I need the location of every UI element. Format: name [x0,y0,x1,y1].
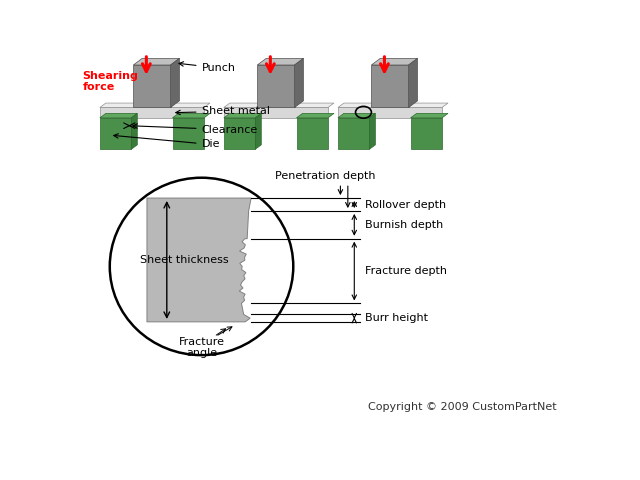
Polygon shape [371,59,417,65]
Text: Fracture depth: Fracture depth [365,266,447,276]
Polygon shape [255,113,261,149]
Polygon shape [411,113,448,118]
Polygon shape [170,59,179,108]
Polygon shape [133,59,179,65]
Polygon shape [294,59,303,108]
Polygon shape [131,113,138,149]
Polygon shape [100,113,138,118]
Polygon shape [100,108,204,118]
Polygon shape [296,113,334,118]
Polygon shape [224,103,334,108]
Text: Shearing
force: Shearing force [83,71,138,92]
Text: Copyright © 2009 CustomPartNet: Copyright © 2009 CustomPartNet [367,402,556,412]
Polygon shape [224,108,328,118]
Text: Clearance: Clearance [133,124,258,135]
Polygon shape [369,113,376,149]
Polygon shape [173,118,204,149]
Polygon shape [408,59,417,108]
Polygon shape [257,65,294,108]
Polygon shape [338,118,369,149]
Text: Rollover depth: Rollover depth [365,200,446,209]
Polygon shape [100,118,131,149]
Text: Sheet thickness: Sheet thickness [140,255,228,265]
Polygon shape [257,59,303,65]
Polygon shape [411,118,442,149]
Text: Die: Die [114,134,220,149]
Text: Burnish depth: Burnish depth [365,220,444,230]
Text: Punch: Punch [179,62,236,73]
Text: Fracture
angle: Fracture angle [179,336,225,358]
Polygon shape [296,118,328,149]
Text: Sheet metal: Sheet metal [176,106,269,116]
Polygon shape [147,198,251,322]
Text: Burr height: Burr height [365,313,428,323]
Text: Penetration depth: Penetration depth [275,171,376,181]
Polygon shape [224,113,261,118]
Polygon shape [338,113,376,118]
Polygon shape [133,65,170,108]
Polygon shape [338,108,442,118]
Polygon shape [338,103,448,108]
Polygon shape [100,103,210,108]
Polygon shape [173,113,210,118]
Polygon shape [371,65,408,108]
Polygon shape [224,118,255,149]
